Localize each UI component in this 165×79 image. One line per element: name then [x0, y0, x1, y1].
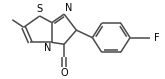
Text: S: S [37, 4, 43, 14]
Text: F: F [154, 33, 159, 43]
Text: O: O [60, 68, 68, 78]
Text: N: N [65, 3, 72, 13]
Text: N: N [44, 43, 51, 53]
